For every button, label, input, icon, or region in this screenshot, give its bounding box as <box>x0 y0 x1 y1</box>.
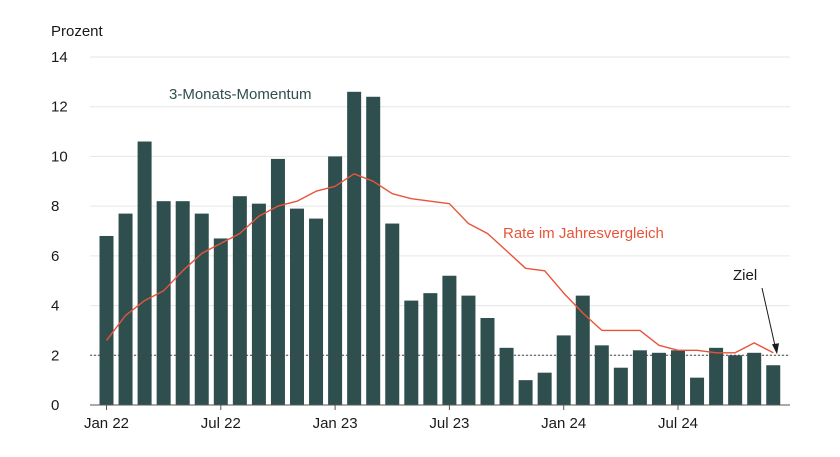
y-tick-label: 12 <box>51 99 68 116</box>
bar <box>194 213 209 405</box>
bar <box>404 300 419 405</box>
bar <box>518 380 533 405</box>
y-tick-label: 0 <box>51 397 59 414</box>
bar <box>175 201 190 405</box>
bar-series-label: 3-Monats-Momentum <box>169 86 312 103</box>
bar <box>556 335 571 405</box>
y-tick-label: 4 <box>51 298 59 315</box>
y-tick-label: 6 <box>51 248 59 265</box>
y-tick-label: 14 <box>51 49 68 66</box>
bar <box>442 275 457 405</box>
bar <box>613 367 628 405</box>
bar <box>594 345 609 405</box>
bar <box>232 196 247 405</box>
x-tick-label: Jan 22 <box>84 415 129 432</box>
bar <box>270 158 285 405</box>
yoy-line <box>105 173 774 354</box>
x-tick-label: Jul 24 <box>658 415 698 432</box>
bar <box>747 352 762 405</box>
x-tick-label: Jan 23 <box>313 415 358 432</box>
bar <box>671 350 685 405</box>
y-tick-label: 8 <box>51 198 59 215</box>
bar <box>423 293 438 405</box>
bar <box>309 218 324 405</box>
bar <box>709 347 724 405</box>
bar <box>499 347 514 405</box>
bar <box>728 355 743 405</box>
bar <box>328 156 343 405</box>
bar <box>213 238 228 405</box>
bar <box>99 235 114 405</box>
bar <box>385 223 400 405</box>
y-axis-title: Prozent <box>51 23 104 40</box>
x-tick-label: Jan 24 <box>541 415 586 432</box>
bar <box>137 141 152 405</box>
bar <box>632 350 647 405</box>
target-arrowhead <box>772 343 779 355</box>
bar <box>651 352 666 405</box>
series-labels: 3-Monats-Momentum Rate im Jahresvergleic… <box>169 86 664 242</box>
x-tick-label: Jul 23 <box>429 415 469 432</box>
axes: 0 2 4 6 8 10 12 14 Jan 22 Jul 22 Jan 23 Jul 23 Jan 2… <box>51 49 790 432</box>
bar <box>366 96 381 406</box>
bar <box>156 201 171 405</box>
bar <box>537 372 552 405</box>
bar <box>480 318 495 405</box>
target-layer: Ziel <box>90 267 790 356</box>
bar <box>118 213 133 405</box>
bar <box>290 208 304 405</box>
bar <box>690 377 705 405</box>
line-series <box>105 173 774 354</box>
bar <box>347 91 362 406</box>
bar <box>766 365 781 405</box>
target-label: Ziel <box>733 267 757 284</box>
y-tick-label: 10 <box>51 148 68 165</box>
line-series-label: Rate im Jahresvergleich <box>503 225 664 242</box>
bar <box>461 295 476 405</box>
y-tick-label: 2 <box>51 347 59 364</box>
x-tick-label: Jul 22 <box>201 415 241 432</box>
bar <box>575 295 590 405</box>
bar <box>251 203 266 405</box>
bar-series <box>99 91 781 406</box>
target-arrow <box>761 287 777 351</box>
